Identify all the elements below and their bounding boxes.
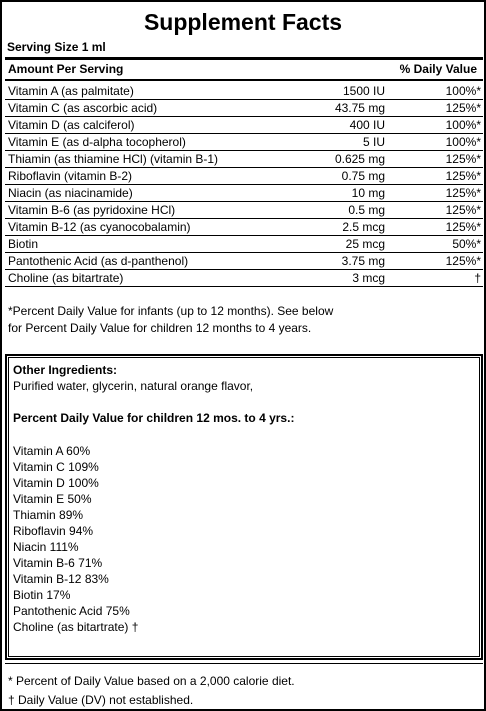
- nutrient-daily-value: 50%*: [452, 237, 481, 251]
- row-divider: [5, 150, 483, 151]
- row-divider: [5, 116, 483, 117]
- nutrient-amount: 25 mcg: [345, 237, 385, 251]
- nutrient-name: Choline (as bitartrate): [8, 271, 124, 285]
- thick-rule-top: [5, 57, 483, 60]
- nutrient-daily-value: 100%*: [445, 118, 481, 132]
- nutrient-name: Thiamin (as thiamine HCl) (vitamin B-1): [8, 152, 219, 166]
- nutrient-row: Vitamin B-12 (as cyanocobalamin) 2.5 mcg 1…: [5, 219, 483, 236]
- nutrient-daily-value: 125%*: [445, 220, 481, 234]
- row-divider: [5, 167, 483, 168]
- panel-title: Supplement Facts: [143, 9, 343, 35]
- row-divider: [5, 235, 483, 236]
- nutrient-amount: 3.75 mg: [341, 254, 385, 268]
- row-divider: [5, 99, 483, 100]
- ingredients-box: Other Ingredients: Purified water, glyce…: [5, 354, 483, 660]
- row-divider: [5, 133, 483, 134]
- nutrient-amount: 3 mcg: [352, 271, 385, 285]
- nutrient-daily-value: 125%*: [445, 254, 481, 268]
- nutrient-daily-value: 125%*: [445, 152, 481, 166]
- nutrient-name: Vitamin B-6 (as pyridoxine HCl): [8, 203, 176, 217]
- header-rule: [5, 79, 483, 81]
- nutrient-daily-value: 100%*: [445, 135, 481, 149]
- nutrient-row: Thiamin (as thiamine HCl) (vitamin B-1) 0…: [5, 151, 483, 168]
- nutrient-name: Vitamin D (as calciferol): [8, 118, 135, 132]
- nutrient-row: Riboflavin (vitamin B-2) 0.75 mg 125%*: [5, 168, 483, 185]
- nutrient-row: Vitamin E (as d-alpha tocopherol) 5 IU 100…: [5, 134, 483, 151]
- nutrient-row: Pantothenic Acid (as d-panthenol) 3.75 mg…: [5, 253, 483, 270]
- nutrient-name: Biotin: [8, 237, 39, 251]
- nutrient-name: Vitamin A (as palmitate): [8, 84, 134, 98]
- nutrient-row: Vitamin C (as ascorbic acid) 43.75 mg 125%…: [5, 100, 483, 117]
- row-divider: [5, 201, 483, 202]
- nutrient-row: Choline (as bitartrate) 3 mcg †: [5, 270, 483, 287]
- children-dv-item: Vitamin B-6 71%: [13, 556, 103, 570]
- children-dv-item: Vitamin B-12 83%: [13, 572, 109, 586]
- nutrient-name: Vitamin B-12 (as cyanocobalamin): [8, 220, 191, 234]
- children-dv-item: Thiamin 89%: [13, 508, 84, 522]
- nutrient-amount: 43.75 mg: [334, 101, 385, 115]
- row-divider: [5, 184, 483, 185]
- row-divider: [5, 218, 483, 219]
- children-dv-item: Biotin 17%: [13, 588, 71, 602]
- nutrient-daily-value: 125%*: [445, 186, 481, 200]
- amount-per-serving-header: Amount Per Serving: [8, 62, 124, 76]
- children-dv-item: Vitamin C 109%: [13, 460, 99, 474]
- nutrient-name: Pantothenic Acid (as d-panthenol): [8, 254, 189, 268]
- children-dv-item: Vitamin A 60%: [13, 444, 91, 458]
- nutrient-amount: 400 IU: [349, 118, 385, 132]
- nutrient-amount: 2.5 mcg: [342, 220, 385, 234]
- children-dv-item: Riboflavin 94%: [13, 524, 94, 538]
- nutrient-amount: 10 mg: [351, 186, 385, 200]
- nutrient-daily-value: 125%*: [445, 203, 481, 217]
- serving-size: Serving Size 1 ml: [7, 40, 106, 54]
- nutrient-amount: 5 IU: [362, 135, 385, 149]
- children-dv-item: Pantothenic Acid 75%: [13, 604, 130, 618]
- children-dv-heading: Percent Daily Value for children 12 mos.…: [13, 411, 295, 425]
- row-divider: [5, 252, 483, 253]
- infant-dv-note: *Percent Daily Value for infants (up to …: [8, 304, 334, 335]
- nutrient-daily-value: †: [474, 271, 481, 285]
- nutrient-name: Vitamin C (as ascorbic acid): [8, 101, 158, 115]
- children-dv-item: Vitamin D 100%: [13, 476, 99, 490]
- nutrient-daily-value: 100%*: [445, 84, 481, 98]
- nutrient-name: Vitamin E (as d-alpha tocopherol): [8, 135, 186, 149]
- children-dv-item: Choline (as bitartrate) †: [13, 620, 139, 634]
- nutrient-amount: 0.75 mg: [341, 169, 385, 183]
- nutrient-row: Vitamin D (as calciferol) 400 IU 100%*: [5, 117, 483, 134]
- nutrient-amount: 1500 IU: [342, 84, 385, 98]
- footnote-calorie: * Percent of Daily Value based on a 2,00…: [8, 674, 295, 688]
- children-dv-item: Vitamin E 50%: [13, 492, 92, 506]
- nutrient-amount: 0.625 mg: [334, 152, 385, 166]
- daily-value-header: % Daily Value: [399, 62, 477, 76]
- nutrient-name: Niacin (as niacinamide): [8, 186, 133, 200]
- other-ingredients-heading: Other Ingredients:: [13, 363, 118, 377]
- footnote-dagger: † Daily Value (DV) not established.: [8, 693, 194, 707]
- nutrient-name: Riboflavin (vitamin B-2): [8, 169, 133, 183]
- nutrient-row: Biotin 25 mcg 50%*: [5, 236, 483, 253]
- nutrient-daily-value: 125%*: [445, 169, 481, 183]
- nutrient-daily-value: 125%*: [445, 101, 481, 115]
- nutrient-row: Niacin (as niacinamide) 10 mg 125%*: [5, 185, 483, 202]
- nutrient-row: Vitamin A (as palmitate) 1500 IU 100%*: [5, 83, 483, 100]
- row-divider: [5, 286, 483, 287]
- children-dv-item: Niacin 111%: [13, 540, 79, 554]
- nutrient-amount: 0.5 mg: [348, 203, 385, 217]
- nutrient-row: Vitamin B-6 (as pyridoxine HCl) 0.5 mg 125…: [5, 202, 483, 219]
- footnote-rule: [5, 663, 483, 664]
- other-ingredients-text: Purified water, glycerin, natural orange…: [13, 379, 254, 393]
- row-divider: [5, 269, 483, 270]
